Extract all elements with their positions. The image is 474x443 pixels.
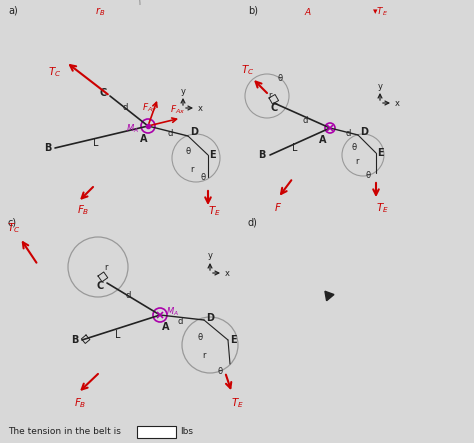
Text: B: B: [258, 150, 266, 160]
Text: $F$: $F$: [274, 201, 282, 213]
Text: A: A: [162, 322, 170, 332]
Text: $F_{Ay}$: $F_{Ay}$: [142, 101, 158, 115]
Text: $F_{Ax}$: $F_{Ax}$: [170, 104, 186, 116]
Text: $T_C$: $T_C$: [241, 63, 255, 77]
Text: y: y: [181, 86, 185, 96]
Text: L: L: [93, 138, 99, 148]
Text: The tension in the belt is: The tension in the belt is: [8, 427, 121, 436]
Text: B: B: [71, 335, 79, 345]
Text: $M_A$: $M_A$: [126, 123, 138, 135]
Text: A: A: [319, 135, 327, 145]
Text: L: L: [115, 330, 121, 340]
Text: D: D: [206, 313, 214, 323]
Text: θ: θ: [365, 171, 371, 179]
Text: d): d): [248, 217, 258, 227]
Text: θ: θ: [198, 333, 202, 342]
Text: θ: θ: [185, 148, 191, 156]
Text: d: d: [177, 316, 182, 326]
Text: r: r: [104, 264, 108, 272]
Text: $▾ T_E$: $▾ T_E$: [372, 6, 388, 18]
Text: $F_B$: $F_B$: [74, 396, 86, 410]
Text: θ: θ: [277, 74, 283, 82]
Text: L: L: [292, 143, 298, 153]
Text: y: y: [377, 82, 383, 90]
Text: D: D: [190, 127, 198, 137]
Text: E: E: [209, 150, 215, 160]
Text: d: d: [302, 116, 308, 124]
Text: C: C: [100, 88, 107, 98]
Text: D: D: [360, 127, 368, 137]
Text: $T_C$: $T_C$: [7, 221, 21, 235]
Text: r: r: [202, 350, 206, 360]
Text: θ: θ: [201, 174, 206, 183]
Text: C: C: [96, 281, 104, 291]
Text: B: B: [44, 143, 52, 153]
Text: a): a): [8, 5, 18, 15]
Text: $T_E$: $T_E$: [208, 204, 220, 218]
Text: r: r: [268, 90, 272, 100]
Text: d: d: [167, 129, 173, 139]
Text: $T_C$: $T_C$: [48, 65, 62, 79]
Text: lbs: lbs: [180, 427, 193, 436]
Text: y: y: [208, 252, 212, 260]
Text: d: d: [346, 129, 351, 139]
Text: $r_B$: $r_B$: [95, 6, 105, 19]
Text: r: r: [355, 158, 359, 167]
Text: E: E: [377, 148, 383, 158]
Text: b): b): [248, 5, 258, 15]
Text: $M_A$: $M_A$: [166, 306, 179, 318]
Text: d: d: [122, 102, 128, 112]
Text: $T_E$: $T_E$: [230, 396, 244, 410]
Text: E: E: [230, 335, 237, 345]
Text: x: x: [394, 98, 400, 108]
Text: $T_E$: $T_E$: [375, 201, 389, 215]
Text: θ: θ: [351, 144, 356, 152]
Text: d: d: [125, 291, 131, 300]
Text: x: x: [198, 104, 202, 113]
Text: c): c): [8, 217, 17, 227]
Text: A: A: [305, 8, 311, 16]
Text: C: C: [270, 103, 278, 113]
Text: A: A: [140, 134, 148, 144]
Text: x: x: [225, 268, 229, 277]
Text: θ: θ: [218, 368, 223, 377]
Text: r: r: [190, 166, 194, 175]
FancyBboxPatch shape: [137, 425, 176, 438]
Text: $F_B$: $F_B$: [77, 203, 89, 217]
